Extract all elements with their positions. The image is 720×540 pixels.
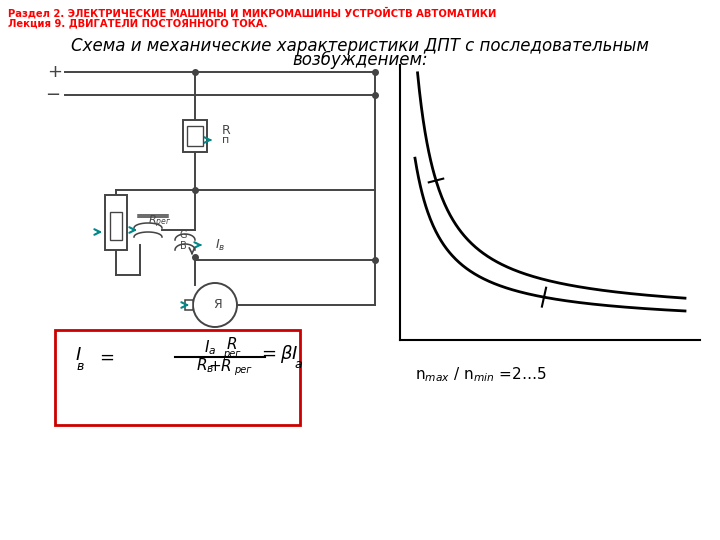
- Text: +: +: [48, 63, 63, 81]
- Text: $I_а$: $I_а$: [204, 339, 216, 357]
- Text: $R_в$: $R_в$: [196, 356, 214, 375]
- Text: п: п: [222, 135, 229, 145]
- Text: $=$: $=$: [96, 348, 114, 366]
- Text: в: в: [76, 360, 84, 373]
- Text: $+R$: $+R$: [208, 358, 232, 374]
- Text: Я: Я: [214, 299, 222, 312]
- Text: n$_{max}$ / n$_{min}$ =2…5: n$_{max}$ / n$_{min}$ =2…5: [415, 366, 546, 384]
- Text: B: B: [180, 241, 186, 251]
- Text: рег: рег: [234, 365, 252, 375]
- Bar: [183, 120, 207, 152]
- Text: $R_{рег}$: $R_{рег}$: [148, 214, 172, 230]
- Bar: [185, 300, 193, 310]
- Text: $R$: $R$: [226, 336, 238, 352]
- Text: Схема и механические характеристики ДПТ с последовательным: Схема и механические характеристики ДПТ …: [71, 37, 649, 55]
- Text: $а$: $а$: [294, 357, 302, 370]
- Text: G: G: [180, 230, 187, 240]
- Bar: [110, 212, 122, 240]
- Text: $I_в$: $I_в$: [215, 238, 225, 253]
- Text: рег: рег: [223, 349, 240, 359]
- Text: −: −: [45, 86, 60, 104]
- Text: $= \beta I$: $= \beta I$: [258, 343, 298, 365]
- Text: Лекция 9. ДВИГАТЕЛИ ПОСТОЯННОГО ТОКА.: Лекция 9. ДВИГАТЕЛИ ПОСТОЯННОГО ТОКА.: [8, 18, 268, 28]
- Text: возбуждением:: возбуждением:: [292, 51, 428, 69]
- Text: Раздел 2. ЭЛЕКТРИЧЕСКИЕ МАШИНЫ И МИКРОМАШИНЫ УСТРОЙСТВ АВТОМАТИКИ: Раздел 2. ЭЛЕКТРИЧЕСКИЕ МАШИНЫ И МИКРОМА…: [8, 7, 496, 18]
- Circle shape: [193, 283, 237, 327]
- Bar: [105, 195, 127, 250]
- Text: $I$: $I$: [75, 346, 81, 364]
- Bar: [55, 330, 300, 425]
- Text: R: R: [222, 124, 230, 137]
- Bar: [187, 126, 203, 146]
